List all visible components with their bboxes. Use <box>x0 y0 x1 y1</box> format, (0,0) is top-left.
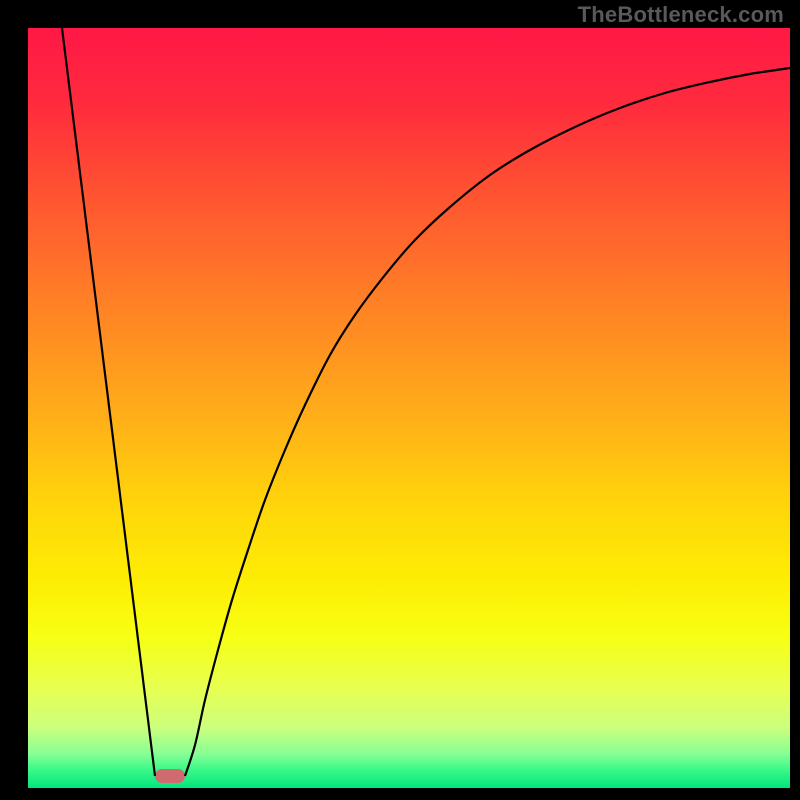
curve-right-segment <box>185 68 790 776</box>
watermark-text: TheBottleneck.com <box>578 2 784 28</box>
curve-layer <box>0 0 800 800</box>
curve-left-segment <box>62 28 155 776</box>
frame-border-left <box>0 0 28 800</box>
frame-border-bottom <box>0 788 800 800</box>
min-region-marker <box>155 769 185 783</box>
chart-frame: TheBottleneck.com <box>0 0 800 800</box>
frame-border-right <box>790 0 800 800</box>
